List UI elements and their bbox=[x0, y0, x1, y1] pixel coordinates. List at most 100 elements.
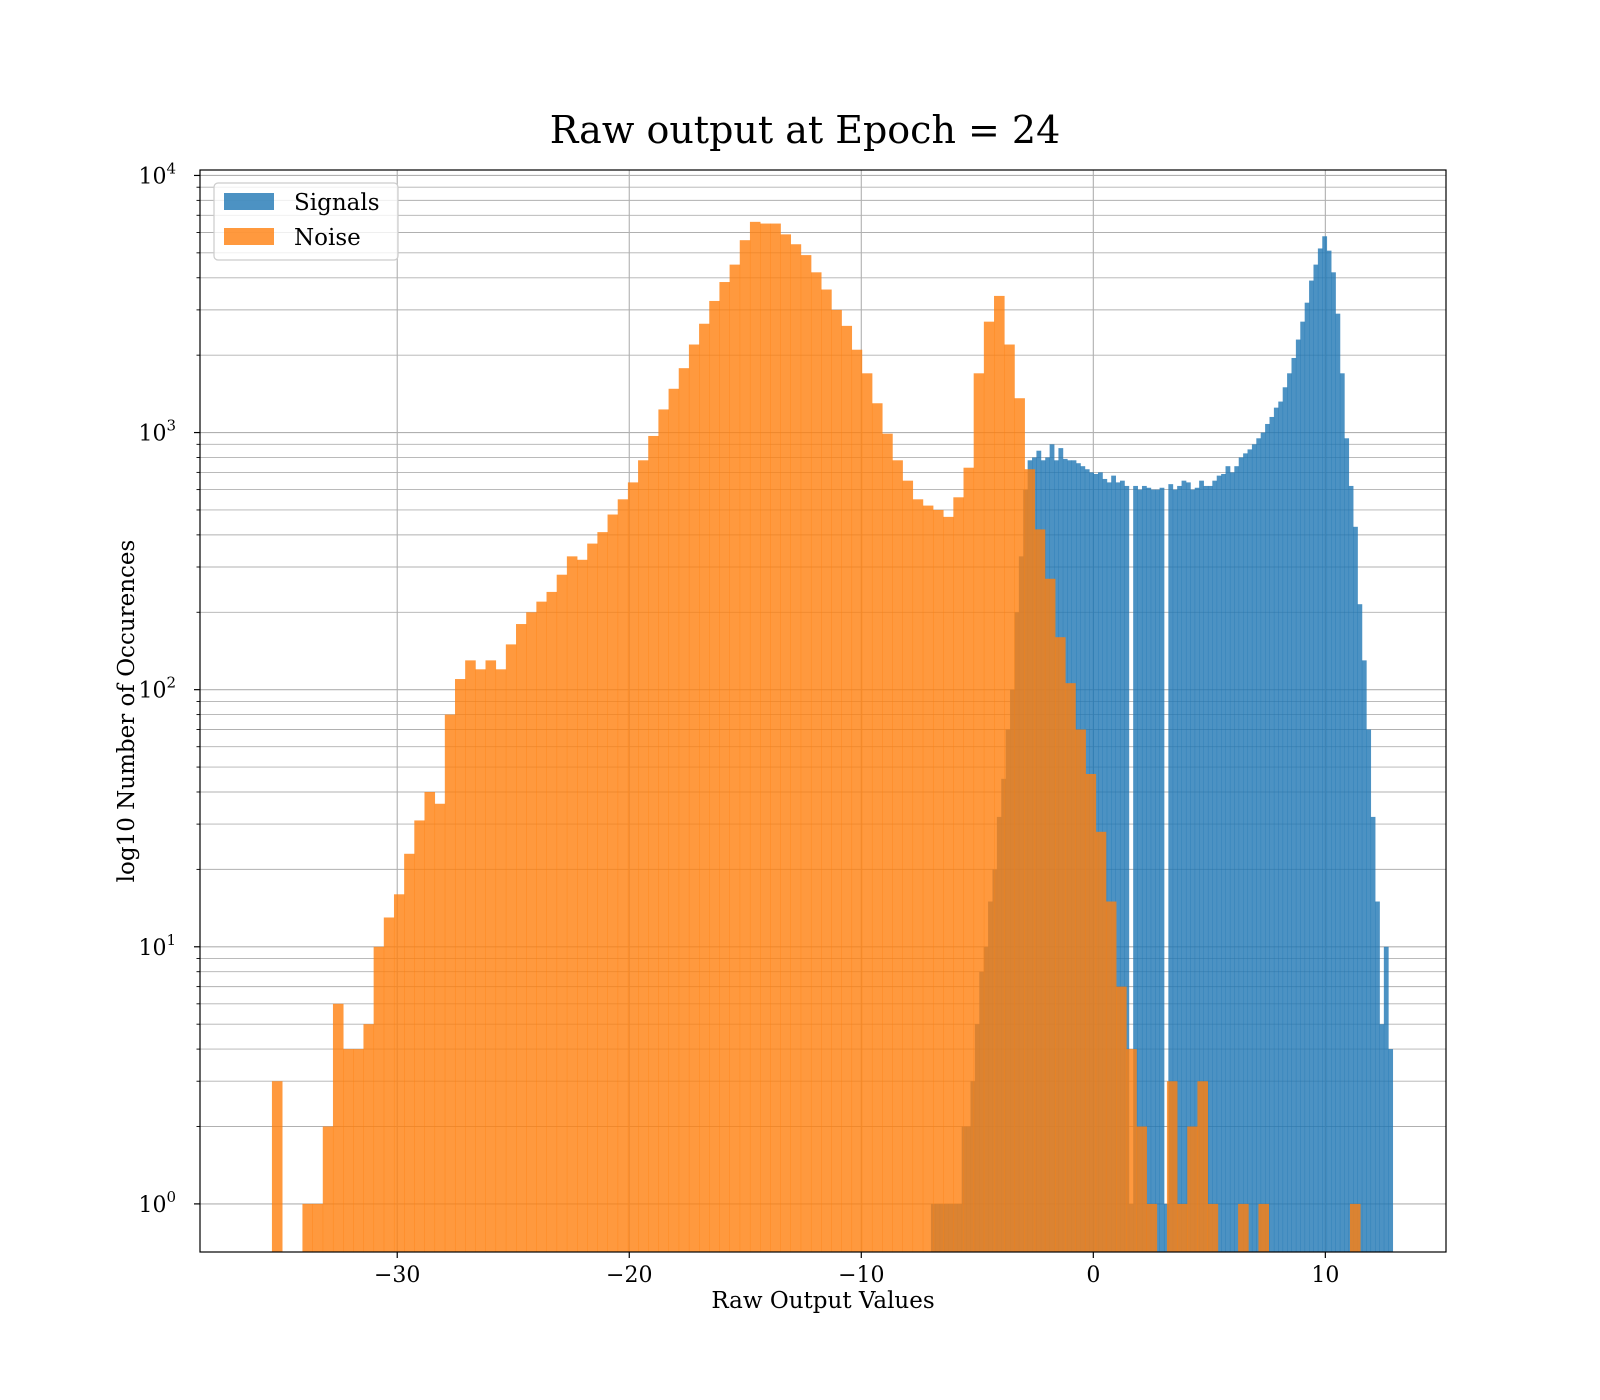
signals-bar bbox=[1326, 250, 1332, 1252]
noise-bars bbox=[271, 221, 1361, 1252]
noise-bar bbox=[566, 556, 578, 1252]
noise-bar bbox=[699, 323, 710, 1252]
signals-bar bbox=[1335, 313, 1341, 1252]
signals-bar bbox=[1190, 489, 1196, 1252]
noise-bar bbox=[271, 1081, 283, 1252]
noise-bar bbox=[841, 325, 853, 1252]
noise-bar bbox=[1166, 1081, 1178, 1252]
signals-bar bbox=[1225, 466, 1231, 1252]
noise-bar bbox=[1044, 578, 1056, 1252]
noise-bar bbox=[1187, 1126, 1198, 1252]
noise-bar bbox=[1055, 637, 1066, 1252]
signals-bar bbox=[1256, 438, 1262, 1252]
signals-bar bbox=[1273, 407, 1279, 1252]
signals-bar bbox=[1304, 302, 1310, 1252]
noise-bar bbox=[770, 223, 781, 1252]
noise-bar bbox=[943, 516, 954, 1252]
signals-bar bbox=[1295, 339, 1301, 1252]
signals-bar bbox=[1238, 457, 1244, 1252]
y-tick-label: 103 bbox=[138, 417, 176, 447]
noise-bar bbox=[1116, 986, 1127, 1252]
noise-bar bbox=[617, 499, 629, 1252]
signals-bar bbox=[1234, 466, 1240, 1252]
noise-bar bbox=[638, 460, 649, 1252]
signals-bar bbox=[1177, 485, 1182, 1252]
y-axis-ticks: 100 101 102 103 104 bbox=[138, 159, 200, 1218]
noise-bar bbox=[1136, 1126, 1147, 1252]
noise-bar bbox=[597, 532, 608, 1252]
noise-bar bbox=[912, 499, 924, 1252]
noise-bar bbox=[821, 289, 832, 1252]
noise-bar bbox=[505, 644, 517, 1252]
noise-bar bbox=[454, 679, 466, 1252]
signals-bar bbox=[1317, 248, 1323, 1252]
noise-bar bbox=[1207, 1203, 1219, 1252]
legend: Signals Noise bbox=[213, 182, 399, 261]
noise-bar bbox=[343, 1049, 354, 1252]
noise-bar bbox=[577, 559, 588, 1252]
signals-bar bbox=[1216, 475, 1222, 1252]
noise-bar bbox=[983, 321, 995, 1252]
signals-bar bbox=[1146, 487, 1152, 1252]
noise-bar bbox=[922, 505, 934, 1252]
noise-bar bbox=[963, 467, 975, 1252]
signals-bar bbox=[1172, 489, 1178, 1252]
noise-bar bbox=[1075, 729, 1086, 1252]
noise-bar bbox=[1177, 1203, 1188, 1252]
signals-bar bbox=[1291, 357, 1297, 1252]
chart-title: Raw output at Epoch = 24 bbox=[550, 108, 1061, 152]
noise-bar bbox=[688, 344, 700, 1252]
noise-bar bbox=[1085, 773, 1097, 1252]
noise-bar bbox=[363, 1024, 375, 1252]
noise-bar bbox=[800, 255, 812, 1252]
signals-bar bbox=[1375, 901, 1380, 1252]
signals-bar bbox=[1357, 604, 1363, 1252]
signals-bar bbox=[1159, 487, 1165, 1252]
noise-bar bbox=[485, 660, 497, 1252]
signals-bar bbox=[1194, 487, 1200, 1252]
noise-bar bbox=[658, 409, 669, 1252]
signals-bar bbox=[1370, 816, 1376, 1252]
signals-bar bbox=[1185, 482, 1191, 1252]
legend-label-noise: Noise bbox=[294, 225, 361, 251]
signals-bar bbox=[1309, 280, 1314, 1252]
noise-bar bbox=[1095, 831, 1107, 1252]
noise-bar bbox=[882, 433, 893, 1252]
signals-bar bbox=[1260, 432, 1266, 1252]
noise-bar bbox=[749, 221, 761, 1252]
signals-bar bbox=[1243, 453, 1248, 1252]
signals-bar bbox=[1212, 480, 1218, 1252]
noise-bar bbox=[587, 543, 598, 1252]
y-tick-label: 102 bbox=[138, 674, 176, 704]
signals-bar bbox=[1115, 482, 1121, 1252]
signals-bar bbox=[1124, 485, 1130, 1252]
noise-bar bbox=[536, 601, 547, 1252]
signals-bar bbox=[1366, 729, 1372, 1252]
noise-bar bbox=[404, 853, 415, 1252]
noise-bar bbox=[1004, 344, 1015, 1252]
noise-bar bbox=[1105, 901, 1117, 1252]
noise-bar bbox=[627, 482, 639, 1252]
noise-bar bbox=[1014, 398, 1025, 1252]
signals-bar bbox=[1141, 485, 1147, 1252]
noise-bar bbox=[607, 514, 619, 1252]
signals-bar bbox=[1133, 485, 1138, 1252]
signals-bar bbox=[1168, 484, 1174, 1252]
signals-bar bbox=[1361, 660, 1367, 1252]
noise-bar bbox=[444, 714, 456, 1252]
signals-bar bbox=[1137, 489, 1143, 1252]
signals-bar bbox=[1119, 480, 1125, 1252]
signals-bar bbox=[1221, 473, 1226, 1252]
signals-bar bbox=[1247, 449, 1253, 1252]
noise-bar bbox=[312, 1203, 324, 1252]
signals-bar bbox=[1383, 946, 1389, 1252]
noise-bar bbox=[1146, 1203, 1158, 1252]
legend-swatch-signals bbox=[224, 193, 274, 210]
noise-bar bbox=[373, 946, 385, 1252]
noise-bar bbox=[719, 282, 730, 1252]
plot-frame bbox=[199, 169, 1447, 1253]
noise-bar bbox=[871, 403, 883, 1252]
y-axis-label: log10 Number of Occurences bbox=[114, 540, 140, 883]
noise-bar bbox=[780, 234, 792, 1252]
legend-swatch-noise bbox=[224, 228, 274, 245]
